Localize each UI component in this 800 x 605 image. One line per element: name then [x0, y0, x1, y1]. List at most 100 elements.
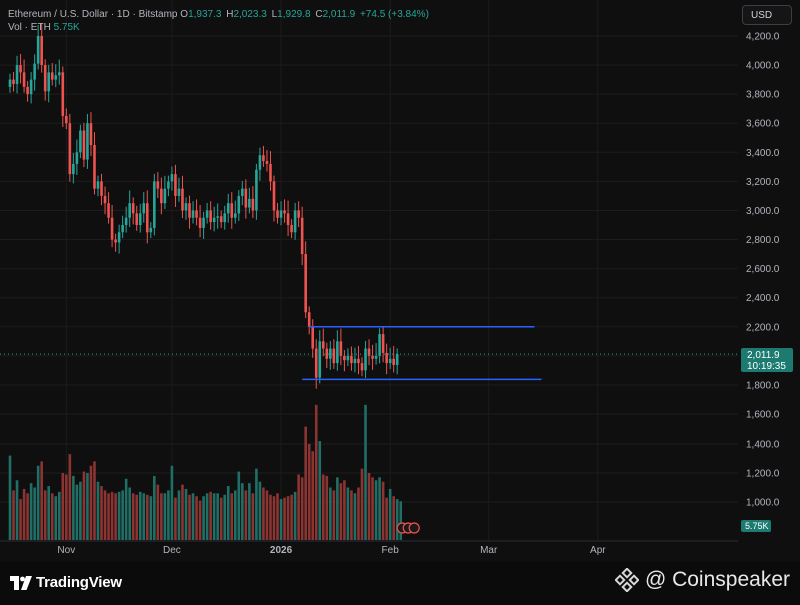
volume-bar	[209, 491, 212, 540]
candle-body	[40, 36, 43, 66]
candle-body	[135, 213, 139, 225]
volume-bar	[392, 496, 395, 540]
volume-bar	[174, 497, 177, 540]
candle-body	[262, 155, 265, 162]
candle-body	[360, 363, 364, 371]
close-value: 2,011.9	[322, 9, 356, 20]
candle-body	[198, 217, 202, 228]
candle-body	[321, 341, 325, 349]
volume-bar	[68, 454, 72, 540]
volume-bar	[314, 404, 318, 540]
low-label: L	[271, 9, 278, 20]
volume-bar	[290, 494, 293, 540]
candle-body	[43, 65, 47, 92]
diamond-icon	[614, 568, 639, 592]
currency-button[interactable]: USD	[742, 5, 792, 25]
candle-body	[336, 341, 339, 364]
volume-bar	[43, 490, 47, 540]
candle-body	[244, 188, 248, 208]
volume-bar	[353, 493, 357, 540]
volume-bar	[265, 490, 269, 540]
volume-bar	[226, 486, 230, 540]
volume-bar	[138, 491, 142, 540]
candle-body	[195, 210, 198, 218]
candle-body	[96, 181, 100, 189]
candle-body	[57, 72, 61, 76]
candle-body	[72, 163, 75, 175]
candle-body	[283, 210, 286, 214]
low-value: 1,929.8	[277, 9, 311, 20]
volume-bar	[135, 494, 139, 540]
y-tick-label: 3,000.0	[746, 206, 780, 217]
volume-bar	[381, 481, 385, 540]
candle-body	[290, 225, 293, 233]
change-value: +74.5 (+3.84%)	[359, 9, 429, 20]
volume-bar	[371, 477, 374, 540]
volume-bar	[258, 481, 262, 540]
volume-bar	[131, 493, 135, 540]
volume-bar	[33, 487, 36, 540]
candle-body	[248, 198, 251, 208]
volume-value: 5.75K	[53, 22, 80, 33]
candle-body	[107, 203, 110, 218]
coinspeaker-logo: @ Coinspeaker	[614, 568, 790, 592]
candle-body	[181, 188, 184, 211]
candle-body	[258, 155, 262, 170]
volume-bar	[167, 490, 170, 540]
volume-bar	[72, 475, 75, 540]
y-tick-label: 3,200.0	[746, 177, 780, 188]
volume-bar	[36, 465, 40, 540]
volume-bar	[272, 496, 276, 540]
volume-bar	[269, 494, 272, 540]
volume-bar	[223, 494, 227, 540]
volume-bar	[96, 481, 100, 540]
volume-bar	[346, 487, 350, 540]
volume-bar	[283, 497, 286, 540]
volume-label[interactable]: Vol · ETH	[8, 22, 51, 33]
volume-bar	[177, 490, 181, 540]
volume-bar	[248, 483, 251, 540]
volume-bar	[399, 501, 403, 540]
volume-bar	[325, 475, 329, 540]
tradingview-logo[interactable]: TradingView	[10, 574, 122, 591]
candle-body	[163, 188, 167, 204]
volume-bar	[82, 471, 86, 540]
price-chart[interactable]: 4,200.0 4,000.0 3,800.0 3,600.0 3,400.0 3,200…	[0, 0, 800, 562]
volume-tick-label: 1,000.0	[746, 498, 780, 509]
candle-body	[304, 254, 307, 313]
y-tick-label: 2,200.0	[746, 322, 780, 333]
candle-body	[86, 123, 89, 160]
volume-bar	[286, 496, 290, 540]
volume-bar	[181, 484, 184, 540]
candle-body	[93, 145, 96, 189]
volume-bar	[89, 465, 93, 540]
symbol-title[interactable]: Ethereum / U.S. Dollar · 1D · Bitstamp	[8, 9, 178, 20]
volume-bar	[22, 488, 26, 540]
last-price-tag: 2,011.9 10:19:35	[741, 348, 793, 372]
volume-bar	[40, 461, 43, 540]
volume-bar	[65, 474, 68, 540]
volume-bar	[149, 496, 153, 540]
volume-bar	[336, 477, 339, 540]
volume-bar	[329, 487, 332, 540]
y-tick-label: 2,800.0	[746, 235, 780, 246]
candle-body	[191, 210, 195, 218]
volume-bar	[15, 480, 19, 540]
volume-bar	[117, 491, 121, 540]
high-value: 2,023.3	[233, 9, 267, 20]
volume-bar	[374, 480, 378, 540]
volume-bar	[29, 483, 33, 540]
candle-body	[65, 115, 68, 124]
candle-body	[160, 188, 163, 204]
candle-body	[138, 213, 142, 225]
last-price-value: 2,011.9	[747, 350, 780, 361]
candle-body	[314, 348, 318, 378]
close-label: C	[315, 9, 323, 20]
candle-body	[276, 210, 279, 218]
candle-body	[50, 72, 54, 80]
candle-body	[385, 352, 388, 364]
candle-body	[114, 239, 117, 243]
candle-body	[364, 348, 367, 371]
candle-body	[346, 355, 350, 361]
candle-body	[79, 130, 82, 153]
